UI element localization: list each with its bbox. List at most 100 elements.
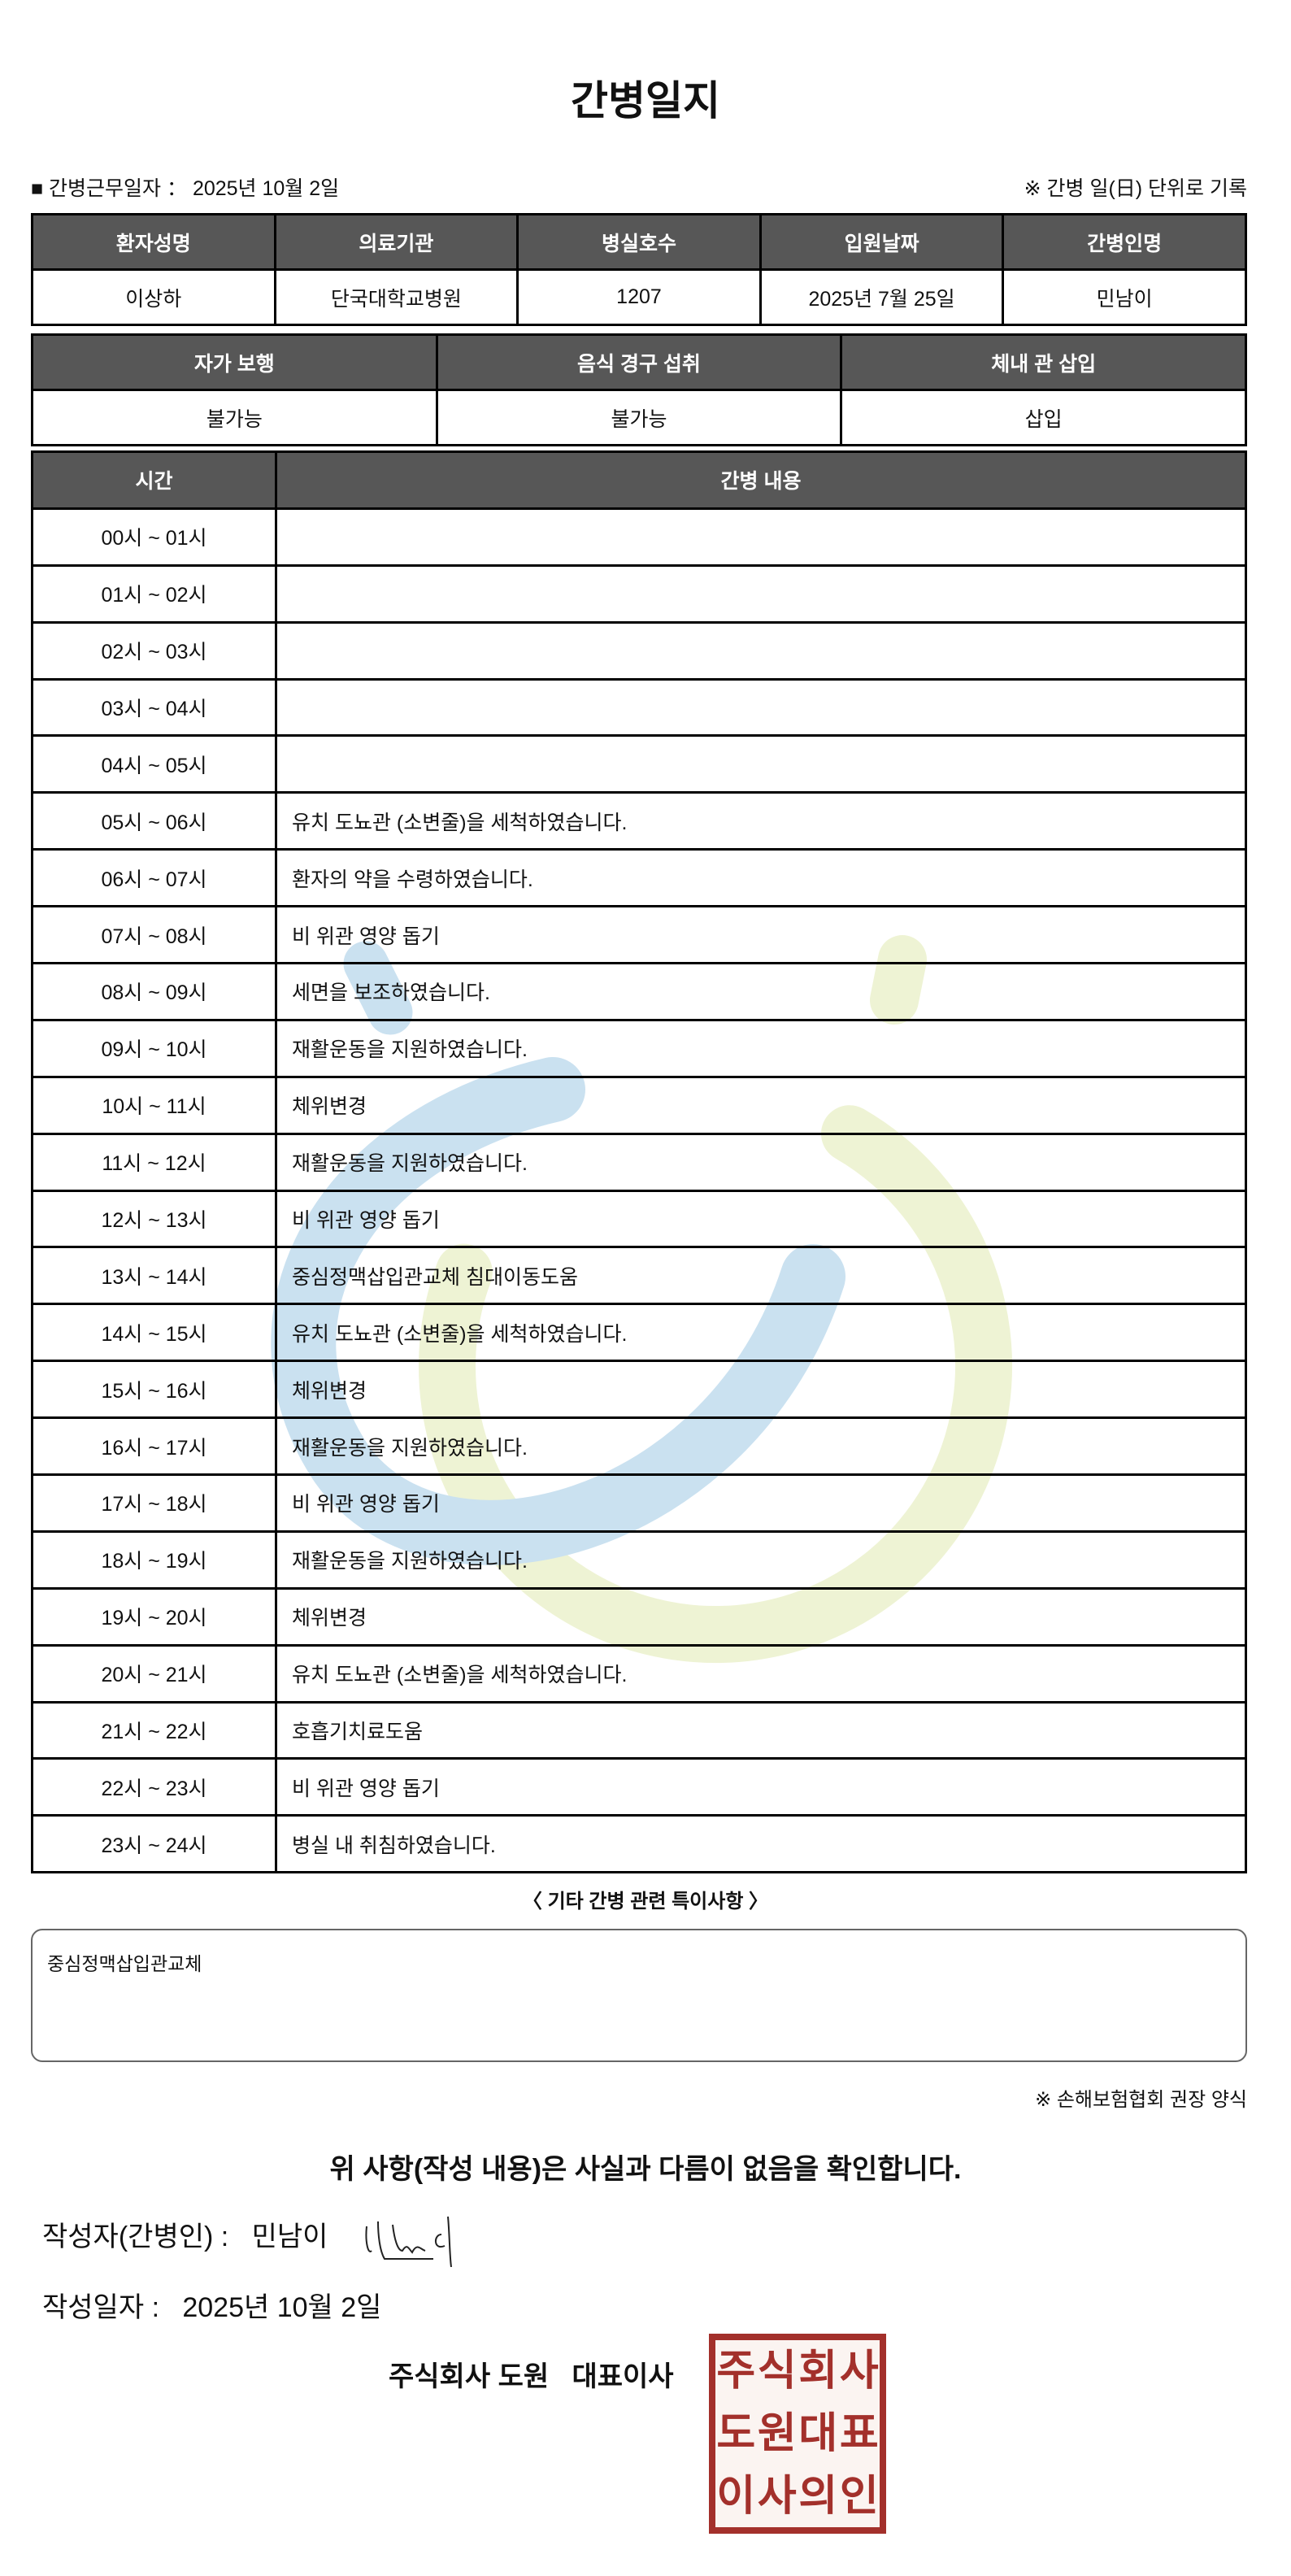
table-row: 02시 ~ 03시	[31, 620, 1247, 681]
table-row: 01시 ~ 02시	[31, 564, 1247, 624]
care-content: 재활운동을 지원하였습니다.	[275, 1132, 1247, 1192]
hospital: 단국대학교병원	[273, 268, 519, 326]
signature-image	[365, 2216, 452, 2268]
time-slot: 03시 ~ 04시	[31, 677, 277, 738]
seal-character: 의	[798, 2472, 838, 2520]
care-content: 재활운동을 지원하였습니다.	[275, 1530, 1247, 1590]
notes-title: 〈 기타 간병 관련 특이사항 〉	[522, 1891, 769, 1912]
tube-status: 삽입	[840, 389, 1247, 446]
table-row: 06시 ~ 07시 환자의 약을 수령하였습니다.	[31, 848, 1247, 908]
table-row: 15시 ~ 16시 체위변경	[31, 1360, 1247, 1420]
time-slot: 22시 ~ 23시	[31, 1757, 277, 1817]
seal-character: 표	[839, 2409, 879, 2457]
care-content: 비 위관 영양 돕기	[275, 905, 1247, 965]
time-slot: 12시 ~ 13시	[31, 1189, 277, 1249]
time-slot: 04시 ~ 05시	[31, 734, 277, 794]
table-row: 17시 ~ 18시 비 위관 영양 돕기	[31, 1473, 1247, 1533]
care-log-table: 시간 간병 내용 00시 ~ 01시 01시 ~ 02시 02시 ~ 03시 03시 …	[31, 450, 1247, 1874]
table-row: 05시 ~ 06시 유치 도뇨관 (소변줄)을 세척하였습니다.	[31, 791, 1247, 851]
table-row: 03시 ~ 04시	[31, 677, 1247, 738]
seal-character: 사	[839, 2348, 879, 2395]
care-content	[275, 620, 1247, 681]
time-slot: 18시 ~ 19시	[31, 1530, 277, 1590]
header-care-content: 간병 내용	[275, 450, 1247, 510]
patient-info-table: 환자성명 의료기관 병실호수 입원날짜 간병인명 이상하 단국대학교병원 120…	[31, 213, 1247, 326]
record-note: ※ 간병 일(日) 단위로 기록	[1024, 177, 1247, 200]
form-note: ※ 손해보험협회 권장 양식	[1035, 2089, 1247, 2111]
page-title: 간병일지	[571, 78, 720, 124]
notes-box: 중심정맥삽입관교체	[31, 1929, 1247, 2062]
care-content: 환자의 약을 수령하였습니다.	[275, 848, 1247, 908]
table-row: 22시 ~ 23시 비 위관 영양 돕기	[31, 1757, 1247, 1817]
care-content: 세면을 보조하였습니다.	[275, 962, 1247, 1021]
table-row: 10시 ~ 11시 체위변경	[31, 1075, 1247, 1135]
care-content	[275, 734, 1247, 794]
time-slot: 06시 ~ 07시	[31, 848, 277, 908]
care-content: 병실 내 취침하였습니다.	[275, 1814, 1247, 1874]
header-room: 병실호수	[516, 213, 762, 271]
care-content	[275, 564, 1247, 624]
patient-name: 이상하	[31, 268, 276, 326]
caregiver-name: 민남이	[1002, 268, 1247, 326]
time-slot: 21시 ~ 22시	[31, 1700, 277, 1760]
time-slot: 00시 ~ 01시	[31, 507, 277, 567]
time-slot: 14시 ~ 15시	[31, 1303, 277, 1363]
header-patient-name: 환자성명	[31, 213, 276, 271]
header-time: 시간	[31, 450, 277, 510]
time-slot: 16시 ~ 17시	[31, 1416, 277, 1477]
care-content: 체위변경	[275, 1075, 1247, 1135]
table-row: 12시 ~ 13시 비 위관 영양 돕기	[31, 1189, 1247, 1249]
table-row: 11시 ~ 12시 재활운동을 지원하였습니다.	[31, 1132, 1247, 1192]
header-tube: 체내 관 삽입	[840, 333, 1247, 391]
care-content: 체위변경	[275, 1586, 1247, 1647]
time-slot: 20시 ~ 21시	[31, 1643, 277, 1704]
header-caregiver: 간병인명	[1002, 213, 1247, 271]
care-content: 재활운동을 지원하였습니다.	[275, 1416, 1247, 1477]
table-row: 18시 ~ 19시 재활운동을 지원하였습니다.	[31, 1530, 1247, 1590]
time-slot: 05시 ~ 06시	[31, 791, 277, 851]
time-slot: 07시 ~ 08시	[31, 905, 277, 965]
care-content: 중심정맥삽입관교체 침대이동도움	[275, 1246, 1247, 1306]
notes-text: 중심정맥삽입관교체	[47, 1953, 202, 1974]
care-content: 체위변경	[275, 1360, 1247, 1420]
written-date: 작성일자 : 2025년 10월 2일	[42, 2285, 381, 2325]
table-row: 20시 ~ 21시 유치 도뇨관 (소변줄)을 세척하였습니다.	[31, 1643, 1247, 1704]
seal-character: 인	[839, 2472, 879, 2520]
table-row: 14시 ~ 15시 유치 도뇨관 (소변줄)을 세척하였습니다.	[31, 1303, 1247, 1363]
care-content: 재활운동을 지원하였습니다.	[275, 1018, 1247, 1078]
seal-character: 주	[716, 2348, 756, 2395]
care-content	[275, 507, 1247, 567]
care-content: 비 위관 영양 돕기	[275, 1757, 1247, 1817]
written-date-label: 작성일자 :	[42, 2292, 160, 2323]
writer-name: 민남이	[251, 2221, 328, 2252]
time-slot: 17시 ~ 18시	[31, 1473, 277, 1533]
seal-character: 이	[716, 2472, 756, 2520]
care-content: 유치 도뇨관 (소변줄)을 세척하였습니다.	[275, 1303, 1247, 1363]
care-content: 유치 도뇨관 (소변줄)을 세척하였습니다.	[275, 1643, 1247, 1704]
table-row: 00시 ~ 01시	[31, 507, 1247, 567]
seal-character: 원	[757, 2409, 797, 2457]
time-slot: 09시 ~ 10시	[31, 1018, 277, 1078]
care-content: 호흡기치료도움	[275, 1700, 1247, 1760]
care-content	[275, 677, 1247, 738]
seal-character: 도	[716, 2409, 756, 2457]
writer-line: 작성자(간병인) : 민남이	[42, 2210, 466, 2268]
time-slot: 02시 ~ 03시	[31, 620, 277, 681]
care-content: 비 위관 영양 돕기	[275, 1189, 1247, 1249]
table-row: 16시 ~ 17시 재활운동을 지원하였습니다.	[31, 1416, 1247, 1477]
company-representative: 주식회사 도원 대표이사	[389, 2361, 674, 2392]
seal-character: 회	[798, 2348, 838, 2395]
time-slot: 23시 ~ 24시	[31, 1814, 277, 1874]
header-admission-date: 입원날짜	[759, 213, 1005, 271]
seal-character: 대	[798, 2409, 838, 2457]
confirmation-statement: 위 사항(작성 내용)은 사실과 다름이 없음을 확인합니다.	[329, 2154, 962, 2185]
table-row: 04시 ~ 05시	[31, 734, 1247, 794]
table-row: 08시 ~ 09시 세면을 보조하였습니다.	[31, 962, 1247, 1021]
seal-character: 사	[757, 2472, 797, 2520]
time-slot: 13시 ~ 14시	[31, 1246, 277, 1306]
care-content: 유치 도뇨관 (소변줄)을 세척하였습니다.	[275, 791, 1247, 851]
header-hospital: 의료기관	[273, 213, 519, 271]
table-row: 09시 ~ 10시 재활운동을 지원하였습니다.	[31, 1018, 1247, 1078]
